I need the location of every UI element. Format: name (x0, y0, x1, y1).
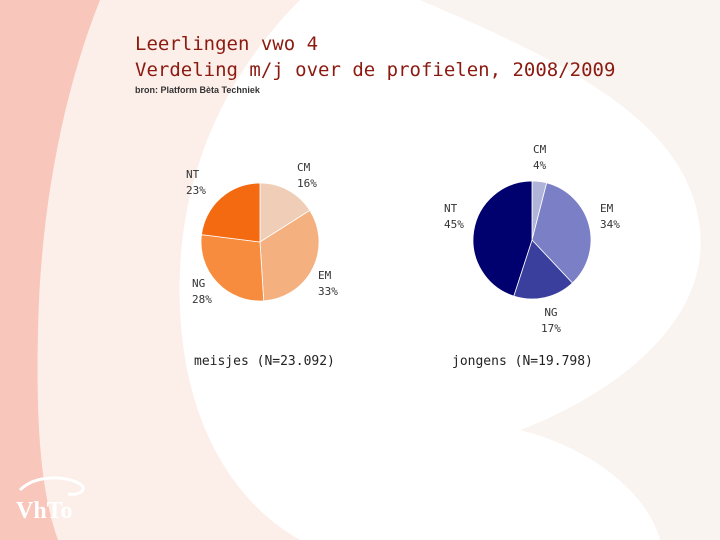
slice-name: NG (192, 277, 206, 290)
pie-girls-label-em: EM 33% (318, 268, 338, 300)
slice-percent: 16% (297, 177, 317, 190)
slice-percent: 34% (600, 218, 620, 231)
slide-title-line2: Verdeling m/j over de profielen, 2008/20… (135, 59, 616, 81)
pie-girls-label-cm: CM 16% (297, 160, 317, 192)
slice-percent: 17% (541, 322, 561, 335)
slice-percent: 4% (533, 159, 547, 172)
slice-percent: 33% (318, 285, 338, 298)
slice-percent: 28% (192, 293, 212, 306)
watermark-swoosh (0, 0, 300, 540)
slice-name: CM (533, 143, 547, 156)
slice-name: NT (444, 202, 458, 215)
girls-slice-nt (201, 182, 261, 243)
slice-percent: 23% (186, 184, 206, 197)
slide-title-line1: Leerlingen vwo 4 (135, 33, 319, 55)
slice-name: NT (186, 168, 200, 181)
watermark-curve (420, 0, 720, 540)
girls-slice-ng (200, 234, 265, 302)
pie-boys-caption: jongens (N=19.798) (452, 354, 593, 369)
pie-girls-caption: meisjes (N=23.092) (194, 354, 335, 369)
pie-boys-label-cm: CM 4% (533, 142, 546, 174)
pie-chart-girls (200, 182, 320, 302)
pie-boys-label-ng: NG 17% (541, 305, 561, 337)
source-note: bron: Platform Bèta Techniek (135, 85, 260, 95)
pie-girls-label-ng: NG 28% (192, 276, 212, 308)
girls-slice-cm (259, 182, 311, 243)
logo-text: VhTo (16, 498, 72, 524)
slice-percent: 45% (444, 218, 464, 231)
pie-chart-boys (472, 180, 592, 300)
vhto-logo: VhTo (16, 476, 85, 524)
boys-slice-em (531, 182, 592, 284)
boys-slice-nt (472, 180, 533, 297)
logo-swirl (18, 476, 85, 496)
pie-boys-label-nt: NT 45% (444, 201, 464, 233)
slice-name: NG (544, 306, 558, 319)
girls-slice-em (259, 209, 320, 302)
slice-name: CM (297, 161, 311, 174)
pie-girls-label-nt: NT 23% (186, 167, 206, 199)
pie-boys-label-em: EM 34% (600, 201, 620, 233)
slice-name: EM (600, 202, 614, 215)
boys-slice-ng (513, 239, 573, 300)
slice-name: EM (318, 269, 332, 282)
